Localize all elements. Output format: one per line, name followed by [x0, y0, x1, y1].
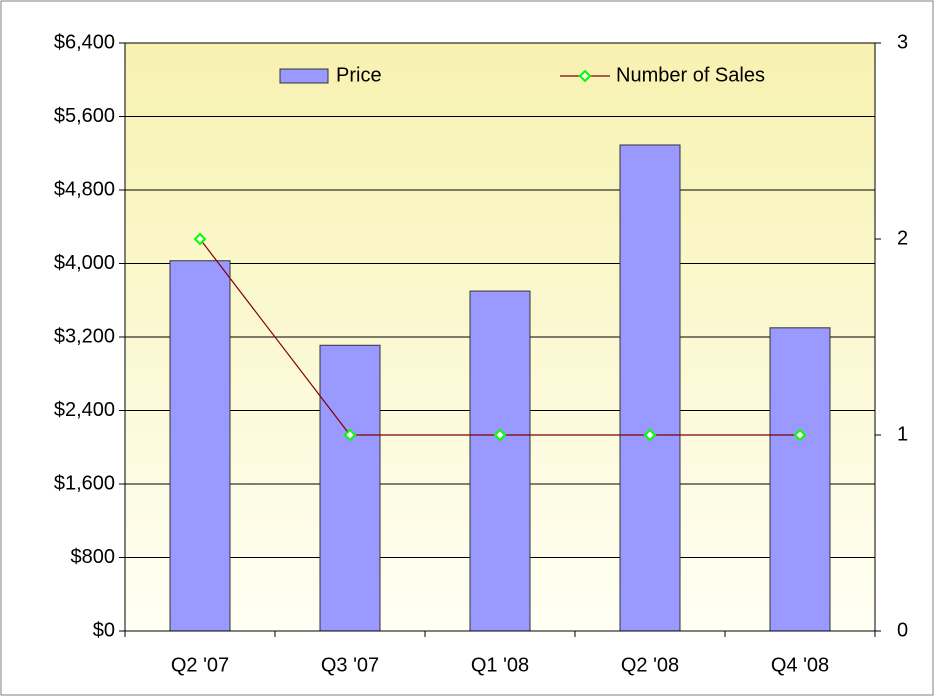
legend-label: Number of Sales	[616, 64, 765, 86]
x-tick-label: Q2 '07	[171, 654, 229, 676]
legend-swatch	[279, 68, 329, 84]
bar	[169, 260, 231, 632]
y2-tick-label: 2	[897, 227, 908, 249]
marker	[643, 428, 657, 442]
y-tick-label: $4,800	[54, 178, 115, 200]
x-tick-label: Q4 '08	[771, 654, 829, 676]
y-tick-label: $1,600	[54, 472, 115, 494]
x-tick-label: Q2 '08	[621, 654, 679, 676]
y-tick-label: $6,400	[54, 31, 115, 53]
bar	[769, 327, 831, 632]
x-tick-label: Q1 '08	[471, 654, 529, 676]
y-tick-label: $3,200	[54, 325, 115, 347]
marker	[193, 232, 207, 246]
legend-label: Price	[336, 64, 382, 86]
y-tick-label: $4,000	[54, 252, 115, 274]
bar	[469, 290, 531, 632]
y-tick-label: $800	[71, 546, 116, 568]
y2-tick-label: 3	[897, 31, 908, 53]
marker	[493, 428, 507, 442]
marker	[793, 428, 807, 442]
marker	[343, 428, 357, 442]
bar	[619, 144, 681, 632]
legend-marker	[578, 69, 592, 83]
y2-tick-label: 0	[897, 619, 908, 641]
bar	[319, 344, 381, 632]
x-tick-label: Q3 '07	[321, 654, 379, 676]
y-tick-label: $2,400	[54, 399, 115, 421]
y-tick-label: $5,600	[54, 105, 115, 127]
y2-tick-label: 1	[897, 423, 908, 445]
y-tick-label: $0	[93, 619, 115, 641]
